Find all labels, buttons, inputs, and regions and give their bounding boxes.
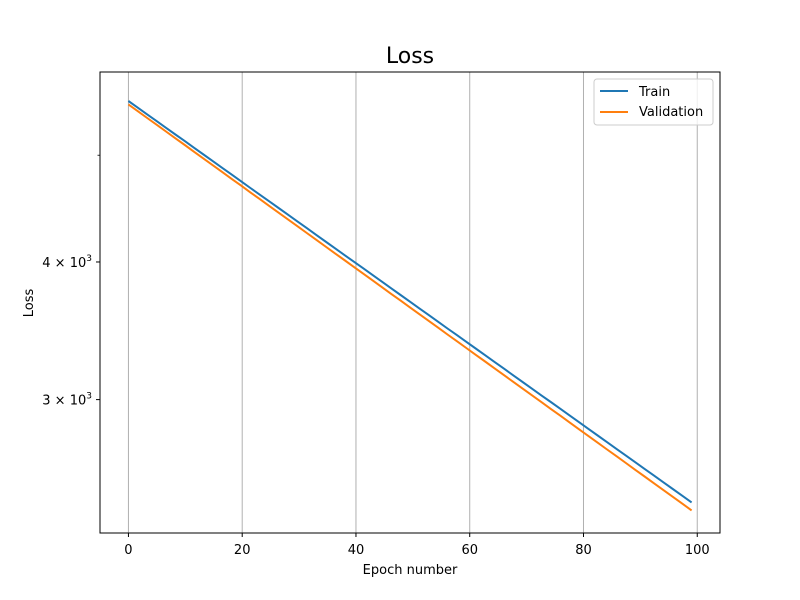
x-tick-label-80: 80 xyxy=(575,543,592,558)
y-axis-label: Loss xyxy=(22,289,37,318)
plot-area-frame xyxy=(99,71,721,534)
series-layer xyxy=(127,100,693,512)
x-tick-label-60: 60 xyxy=(461,543,478,558)
legend-label-train: Train xyxy=(638,85,670,100)
x-axis-label: Epoch number xyxy=(363,563,458,578)
series-line-train xyxy=(127,100,693,504)
x-tick-label-100: 100 xyxy=(685,543,710,558)
x-axis-ticks: 0 20 40 60 80 100 xyxy=(124,533,710,558)
y-tick-label-3000: 3 × 103 xyxy=(42,392,92,409)
legend-label-validation: Validation xyxy=(639,105,703,120)
x-tick-label-0: 0 xyxy=(124,543,132,558)
x-gridlines xyxy=(127,72,698,533)
series-line-validation xyxy=(127,103,693,512)
x-tick-label-40: 40 xyxy=(348,543,365,558)
chart-title: Loss xyxy=(386,44,434,69)
y-tick-label-4000: 4 × 103 xyxy=(42,254,92,271)
x-tick-label-20: 20 xyxy=(234,543,251,558)
y-axis-ticks: 3 × 103 4 × 103 xyxy=(42,154,100,409)
legend: Train Validation xyxy=(593,78,714,126)
